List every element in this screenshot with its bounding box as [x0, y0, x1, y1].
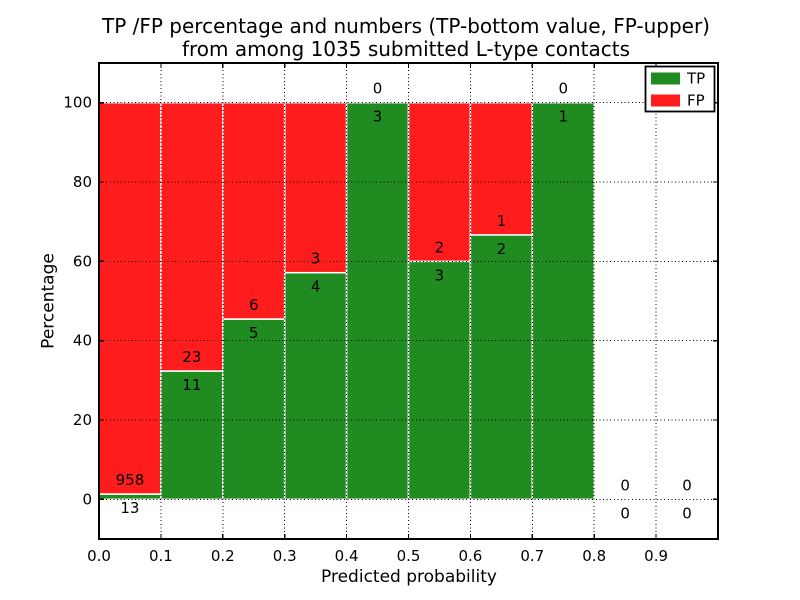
x-tick-label: 0.7: [520, 547, 544, 565]
chart-title-line1: TP /FP percentage and numbers (TP-bottom…: [101, 14, 710, 38]
fp-bar-segment: [222, 101, 286, 320]
fp-count-label: 2: [435, 238, 445, 256]
x-tick-label: 0.6: [458, 547, 482, 565]
legend-label-tp: TP: [686, 70, 705, 88]
y-axis-label: Percentage: [39, 253, 59, 349]
tp-bar-segment: [283, 271, 348, 501]
x-tick-label: 0.4: [335, 547, 359, 565]
tp-bar-segment: [407, 260, 472, 501]
y-tick-label: 40: [73, 332, 92, 350]
fp-bar-segment: [98, 101, 162, 495]
fp-count-label: 0: [373, 80, 383, 98]
fp-count-label: 3: [311, 250, 321, 268]
fp-count-label: 958: [116, 471, 145, 489]
tp-count-label: 5: [249, 324, 259, 342]
legend-label-fp: FP: [687, 92, 705, 110]
x-tick-label: 0.1: [149, 547, 173, 565]
fp-bar-segment: [407, 101, 472, 263]
fp-bar-segment: [160, 101, 224, 372]
y-tick-label: 0: [82, 490, 92, 508]
tp-count-label: 0: [682, 504, 692, 522]
legend: TP FP: [644, 65, 716, 113]
y-tick-label: 20: [73, 411, 92, 429]
x-tick-label: 0.0: [87, 547, 111, 565]
fp-bar-segment: [469, 101, 534, 236]
fp-count-label: 6: [249, 296, 259, 314]
x-tick-label: 0.3: [273, 547, 297, 565]
y-tick-label: 80: [73, 173, 92, 191]
x-tick-label: 0.5: [397, 547, 421, 565]
tp-bar-segment: [222, 318, 286, 501]
tp-bar-segment: [345, 101, 410, 501]
fp-count-label: 0: [620, 476, 630, 494]
tp-count-label: 1: [558, 108, 568, 126]
x-tick-label: 0.9: [644, 547, 668, 565]
fp-count-label: 0: [682, 476, 692, 494]
tp-bar-segment: [469, 234, 534, 501]
tp-count-label: 4: [311, 278, 321, 296]
chart-title-line2: from among 1035 submitted L-type contact…: [182, 37, 630, 61]
x-axis-label: Predicted probability: [321, 567, 497, 587]
fp-count-label: 0: [558, 80, 568, 98]
fp-count-label: 23: [182, 348, 201, 366]
tp-count-label: 0: [620, 504, 630, 522]
y-tick-label: 60: [73, 252, 92, 270]
tp-count-label: 11: [182, 376, 201, 394]
tp-count-label: 2: [497, 240, 507, 258]
legend-swatch-fp: [651, 94, 680, 107]
plot-border: [98, 62, 719, 540]
tp-count-label: 3: [373, 108, 383, 126]
fp-bar-segment: [283, 101, 348, 274]
x-tick-label: 0.8: [582, 547, 606, 565]
tp-count-label: 3: [435, 266, 445, 284]
tp-count-label: 13: [120, 499, 139, 517]
plot-area-group: 0.0 0.1 0.2 0.3 0.4 0.5 0.6 0.7 0.8 0.90204060801…: [63, 62, 719, 565]
x-tick-label: 0.2: [211, 547, 235, 565]
fp-count-label: 1: [497, 212, 507, 230]
tp-bar-segment: [531, 101, 595, 501]
y-tick-label: 100: [63, 94, 92, 112]
legend-swatch-tp: [651, 72, 680, 85]
